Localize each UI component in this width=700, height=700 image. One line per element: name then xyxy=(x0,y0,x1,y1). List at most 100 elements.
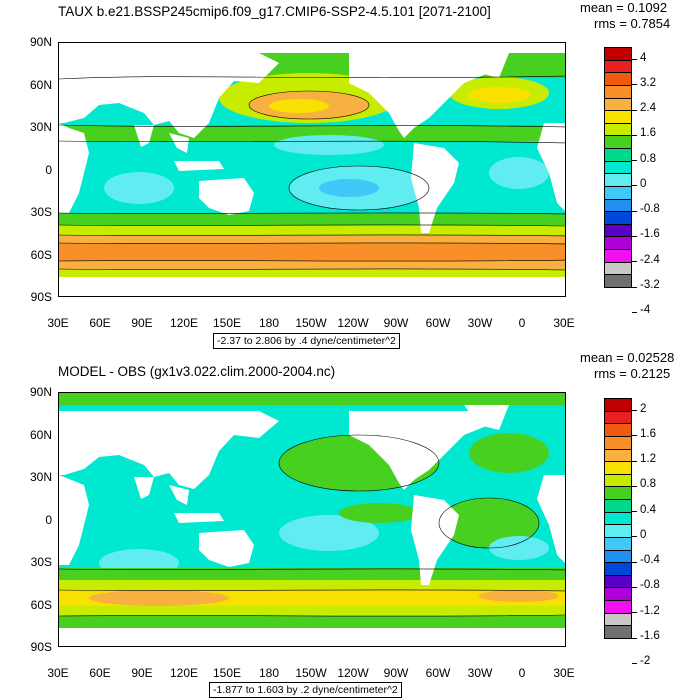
colorbar-tick xyxy=(632,435,637,437)
colorbar-swatch xyxy=(604,410,632,425)
colorbar-label: -0.8 xyxy=(640,203,660,216)
colorbar-swatch xyxy=(604,473,632,488)
lat-label: 90N xyxy=(29,385,52,399)
colorbar-swatch xyxy=(604,600,632,614)
colorbar-label: 4 xyxy=(640,51,647,64)
colorbar-tick xyxy=(632,109,637,111)
colorbar-label: -1.6 xyxy=(640,228,660,241)
colorbar-tick xyxy=(632,311,637,313)
colorbar-swatch xyxy=(604,122,632,137)
colorbar-tick xyxy=(632,536,637,538)
bottom-mean-value: mean = 0.02528 xyxy=(580,350,675,365)
bottom-panel-title: MODEL - OBS (gx1v3.022.clim.2000-2004.nc… xyxy=(58,364,336,379)
lon-label: 90W xyxy=(383,666,409,680)
lon-label: 30E xyxy=(553,666,575,680)
lat-label: 90S xyxy=(30,290,52,304)
lat-label: 0 xyxy=(45,513,52,527)
lon-label: 120E xyxy=(169,666,199,680)
colorbar-swatch xyxy=(604,198,632,213)
colorbar-swatch xyxy=(604,448,632,463)
bottom-panel: MODEL - OBS (gx1v3.022.clim.2000-2004.nc… xyxy=(0,350,700,700)
lon-label: 120W xyxy=(337,666,369,680)
lon-label: 90W xyxy=(383,316,409,330)
bottom-colorbar: 2 1.6 1.2 0.8 0.4 0 -0.4 -0.8 -1.2 -1.6 -2 xyxy=(604,398,660,667)
colorbar-label: 1.6 xyxy=(640,427,656,440)
colorbar-label: -0.8 xyxy=(640,579,660,592)
colorbar-swatch xyxy=(604,185,632,200)
colorbar-swatch xyxy=(604,499,632,513)
top-panel: TAUX b.e21.BSSP245cmip6.f09_g17.CMIP6-SS… xyxy=(29,0,671,349)
lon-label: 150W xyxy=(295,316,327,330)
colorbar-label: -2.4 xyxy=(640,253,660,266)
colorbar-swatch xyxy=(604,274,632,288)
colorbar-tick xyxy=(632,662,637,664)
colorbar-swatch xyxy=(604,236,632,251)
colorbar-swatch xyxy=(604,398,632,412)
colorbar-label: 2 xyxy=(640,402,647,415)
colorbar-label: 3.2 xyxy=(640,76,656,89)
lat-label: 60S xyxy=(30,248,52,262)
colorbar-swatch xyxy=(604,160,632,175)
top-panel-title: TAUX b.e21.BSSP245cmip6.f09_g17.CMIP6-SS… xyxy=(58,4,491,19)
lat-label: 60N xyxy=(29,428,52,442)
colorbar-tick xyxy=(632,84,637,86)
colorbar-swatch xyxy=(604,135,632,150)
colorbar-label: -2 xyxy=(640,655,651,668)
colorbar-swatch xyxy=(604,148,632,162)
lon-label: 30E xyxy=(47,666,69,680)
lon-label: 90E xyxy=(131,316,153,330)
lon-label: 30W xyxy=(467,666,493,680)
colorbar-tick xyxy=(632,286,637,288)
colorbar-swatch xyxy=(604,223,632,238)
lon-label: 120E xyxy=(169,316,199,330)
lon-label: 60E xyxy=(89,666,111,680)
colorbar-swatch xyxy=(604,562,632,576)
lat-label: 30S xyxy=(30,555,52,569)
colorbar-label: 0.8 xyxy=(640,478,656,491)
lon-label: 30W xyxy=(467,316,493,330)
colorbar-swatch xyxy=(604,511,632,526)
colorbar-label: 0 xyxy=(640,177,647,190)
bottom-map xyxy=(58,392,566,647)
top-map xyxy=(58,42,566,297)
colorbar-label: -1.2 xyxy=(640,604,660,617)
colorbar-swatch xyxy=(604,524,632,538)
colorbar-swatch xyxy=(604,47,632,61)
colorbar-tick xyxy=(632,586,637,588)
top-rms-value: rms = 0.7854 xyxy=(594,16,671,31)
colorbar-tick xyxy=(632,185,637,187)
colorbar-swatch xyxy=(604,536,632,551)
colorbar-swatch xyxy=(604,173,632,187)
colorbar-label: -0.4 xyxy=(640,554,660,567)
lat-label: 90S xyxy=(30,640,52,654)
colorbar-tick xyxy=(632,637,637,639)
lat-label: 30N xyxy=(29,120,52,134)
top-mean-value: mean = 0.1092 xyxy=(580,0,668,15)
colorbar-tick xyxy=(632,261,637,263)
top-colorbar: 4 3.2 2.4 1.6 0.8 0 -0.8 -1.6 -2.4 -3.2 -4 xyxy=(604,47,660,316)
colorbar-swatch xyxy=(604,486,632,501)
colorbar-tick xyxy=(632,511,637,513)
bottom-contour-range: -1.877 to 1.603 by .2 dyne/centimeter^2 xyxy=(209,682,402,698)
colorbar-swatch xyxy=(604,612,632,627)
lat-label: 30S xyxy=(30,205,52,219)
colorbar-tick xyxy=(632,160,637,162)
lat-label: 30N xyxy=(29,470,52,484)
lon-label: 90E xyxy=(131,666,153,680)
lat-label: 60N xyxy=(29,78,52,92)
colorbar-swatch xyxy=(604,97,632,112)
top-contour-range: -2.37 to 2.806 by .4 dyne/centimeter^2 xyxy=(213,333,400,349)
colorbar-swatch xyxy=(604,249,632,263)
colorbar-swatch xyxy=(604,587,632,602)
lon-label: 150W xyxy=(295,666,327,680)
lon-label: 30E xyxy=(553,316,575,330)
colorbar-swatch xyxy=(604,435,632,450)
colorbar-tick xyxy=(632,460,637,462)
colorbar-swatch xyxy=(604,549,632,564)
colorbar-label: 0.8 xyxy=(640,152,656,165)
colorbar-tick xyxy=(632,485,637,487)
colorbar-swatch xyxy=(604,211,632,225)
colorbar-label: 1.6 xyxy=(640,127,656,140)
lon-label: 150E xyxy=(212,666,242,680)
colorbar-tick xyxy=(632,210,637,212)
